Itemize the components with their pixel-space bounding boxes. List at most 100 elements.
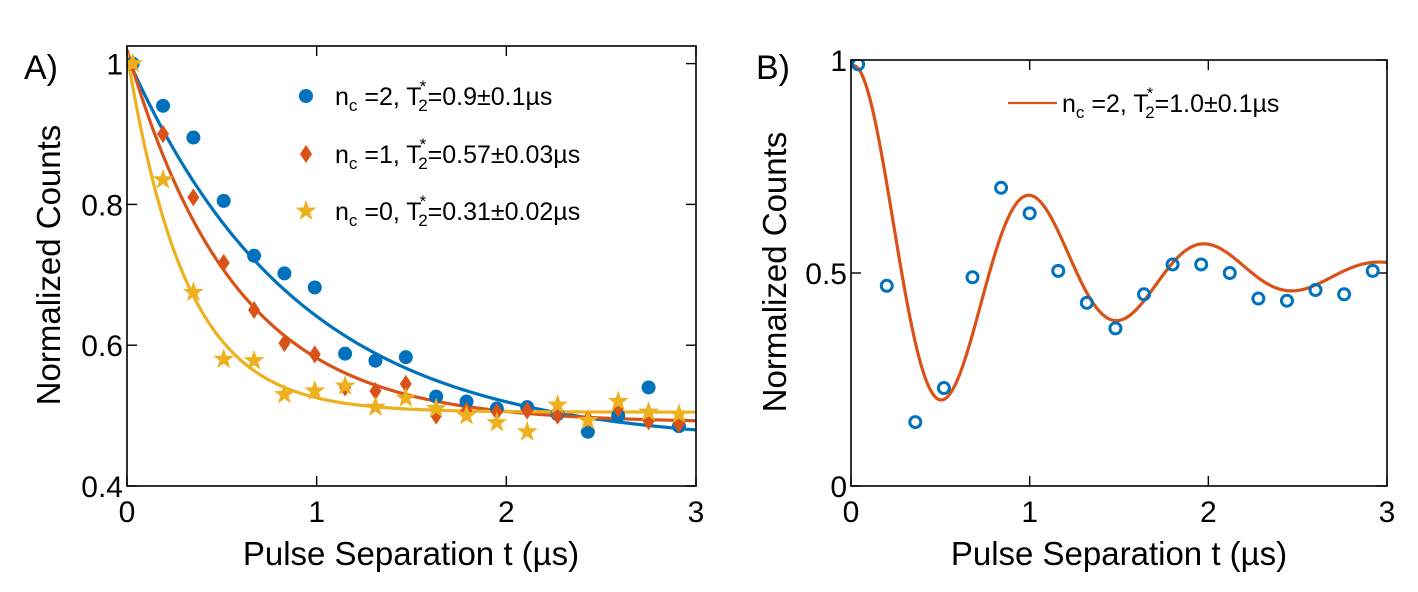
y-tick-label: 1: [106, 49, 123, 82]
x-tick-label: 0: [843, 496, 860, 529]
panel-a-x-axis-label: Pulse Separation t (µs): [243, 535, 579, 572]
data-point: [156, 98, 171, 113]
data-point: [338, 346, 353, 361]
legend-marker-diamond: [300, 145, 312, 163]
data-point: [273, 383, 295, 404]
data-point: [607, 390, 629, 411]
data-point: [668, 403, 690, 424]
data-point: [908, 415, 923, 430]
data-point: [1108, 321, 1123, 336]
data-point: [965, 270, 980, 285]
x-tick-label: 2: [1200, 496, 1217, 529]
data-point: [425, 397, 447, 418]
panel-b-axes-frame: [850, 59, 1388, 487]
data-point: [398, 350, 413, 365]
x-tick-label: 1: [308, 496, 325, 529]
data-point: [994, 180, 1009, 195]
data-point: [1337, 287, 1352, 302]
data-point: [936, 381, 951, 396]
data-point: [365, 396, 386, 417]
data-point: [186, 130, 201, 145]
data-point: [1165, 257, 1180, 272]
data-point: [395, 387, 417, 407]
data-point: [369, 381, 382, 400]
data-point: [641, 380, 656, 395]
data-point: [307, 280, 322, 295]
data-point: [243, 349, 265, 370]
data-point: [334, 375, 356, 395]
panel-b: B) 0 1 2 3 0 0.5 1 Pulse Separation t (µs) Nor…: [756, 45, 1395, 572]
data-point: [1251, 291, 1266, 306]
legend-entry-nc2: nc =2, T* 2=0.9±0.1µs: [299, 77, 552, 115]
data-point: [216, 193, 231, 208]
y-tick-label: 0.6: [81, 330, 123, 363]
data-point: [399, 374, 412, 393]
plot-area: [127, 49, 696, 441]
panel-b-legend: nc =2, T* 2=1.0±0.1µs: [1008, 84, 1279, 122]
data-point: [577, 409, 599, 430]
data-point: [638, 401, 660, 421]
data-point: [368, 353, 383, 368]
data-point: [247, 248, 262, 263]
data-point: [580, 424, 595, 439]
panel-b-y-axis-label: Normalized Counts: [756, 132, 793, 413]
x-tick-label: 3: [688, 496, 705, 529]
data-point: [456, 404, 477, 425]
data-point: [1365, 263, 1380, 278]
data-point: [187, 188, 200, 207]
data-point: [217, 253, 230, 272]
legend-text-nc1: nc =1, T* 2=0.57±0.03µs: [335, 135, 580, 173]
data-point: [1137, 287, 1152, 302]
data-point: [308, 345, 321, 364]
data-point: [516, 420, 538, 441]
panel-a-label: A): [24, 49, 58, 87]
data-point: [547, 394, 568, 414]
data-point: [429, 389, 444, 404]
panel-a-axes-frame: [126, 45, 697, 487]
legend-text-fit: nc =2, T* 2=1.0±0.1µs: [1062, 84, 1279, 122]
panel-b-x-axis-label: Pulse Separation t (µs): [951, 535, 1287, 572]
legend-text-nc2: nc =2, T* 2=0.9±0.1µs: [335, 77, 552, 115]
y-tick-label: 0: [830, 471, 847, 504]
panel-a-plot: 0 1 2 3 0.4 0.6 0.8 1: [81, 46, 704, 529]
panel-b-plot: 0 1 2 3 0 0.5 1: [805, 45, 1395, 529]
data-point: [851, 60, 866, 72]
data-point: [127, 52, 144, 73]
data-point: [182, 281, 204, 302]
data-point: [157, 125, 170, 143]
data-point: [1194, 257, 1209, 272]
x-tick-label: 0: [119, 496, 136, 529]
data-point: [248, 301, 261, 319]
y-tick-label: 0.5: [805, 258, 847, 291]
fit-curve-n-c-0: [127, 52, 696, 414]
legend-entry-nc0: nc =0, T* 2=0.31±0.02µs: [295, 192, 580, 230]
fit-curve-fit-n-c-2: [851, 64, 1387, 402]
legend-marker-circle: [299, 89, 313, 103]
series-data: [851, 60, 1380, 430]
legend-entry-nc1: nc =1, T* 2=0.57±0.03µs: [300, 135, 580, 173]
data-point: [1308, 283, 1323, 298]
data-point: [486, 411, 508, 432]
data-point: [152, 168, 174, 189]
data-point: [1222, 266, 1237, 280]
plot-area: [851, 60, 1387, 430]
data-point: [278, 334, 291, 353]
data-point: [879, 278, 894, 293]
series-n-c-1: [127, 54, 685, 434]
legend-marker-star: [295, 200, 317, 220]
panel-a: A) 0 1 2 3 0.4 0.6 0.8 1 Pulse Separation t (µs…: [24, 45, 704, 572]
y-tick-label: 0.4: [81, 471, 123, 504]
series-n-c-0: [127, 52, 690, 441]
data-point: [1051, 263, 1066, 278]
legend-text-nc0: nc =0, T* 2=0.31±0.02µs: [335, 192, 580, 230]
panel-a-legend: nc =2, T* 2=0.9±0.1µs nc =1, T* 2=0.57±0.0…: [295, 77, 580, 230]
panel-b-label: B): [756, 49, 790, 87]
x-tick-label: 3: [1379, 496, 1396, 529]
y-tick-label: 0.8: [81, 189, 123, 222]
fit-curve-n-c-2: [127, 55, 696, 432]
y-tick-label: 1: [830, 45, 847, 78]
data-point: [521, 401, 534, 420]
panel-a-y-axis-label: Normalized Counts: [30, 125, 67, 406]
x-tick-label: 2: [498, 496, 515, 529]
